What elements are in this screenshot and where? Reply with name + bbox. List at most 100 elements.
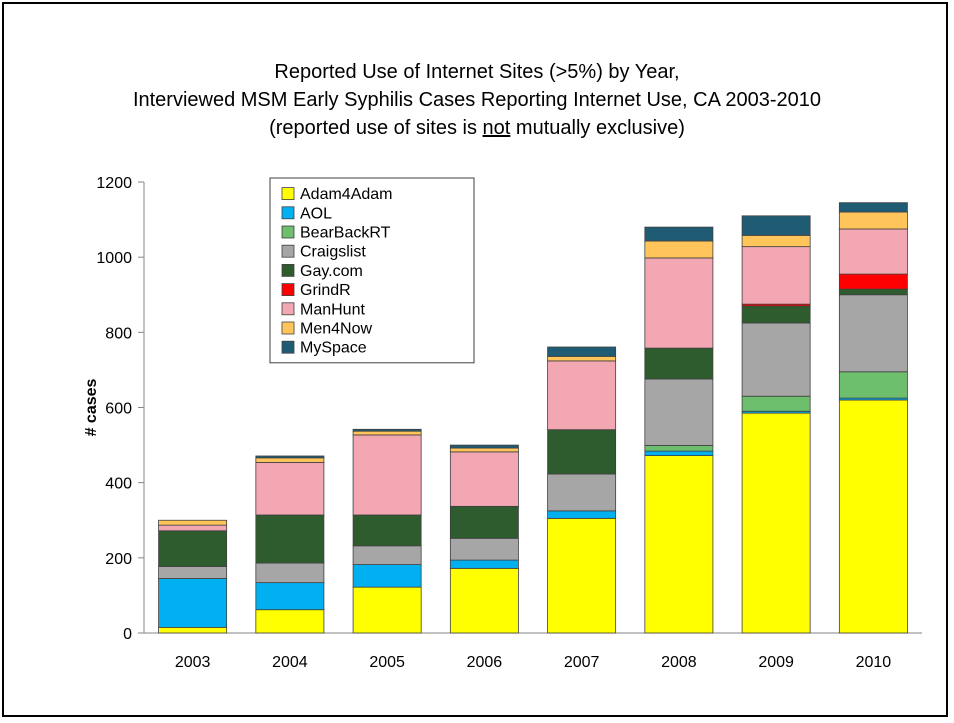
- bar-segment-myspace-2007: [547, 346, 617, 357]
- bar-segment-adam4adam-2008: [644, 455, 714, 634]
- x-tick-label: 2009: [758, 654, 794, 671]
- bar-segment-gay-com-2007: [547, 429, 617, 475]
- bar-segment-craigslist-2006: [449, 537, 519, 561]
- x-tick-label: 2005: [369, 654, 405, 671]
- bar-segment-men4now-2006: [449, 447, 519, 453]
- legend-swatch: [281, 321, 295, 335]
- bar-segment-aol-2005: [352, 564, 422, 588]
- bar-segment-gay-com-2004: [255, 514, 325, 564]
- title-line-3-before: (reported use of sites is: [269, 117, 483, 139]
- legend: Adam4Adam AOL BearBackRT Craigslist Gay.com G…: [269, 177, 475, 364]
- bar-segment-craigslist-2010: [838, 294, 908, 373]
- bar-segment-manhunt-2010: [838, 228, 908, 275]
- title-line-3-underlined: not: [482, 117, 511, 139]
- bar-segment-craigslist-2008: [644, 378, 714, 446]
- bar-segment-bearbackrt-2009: [741, 395, 811, 412]
- bar-segment-gay-com-2009: [741, 305, 811, 324]
- title-line-3-after: mutually exclusive): [510, 117, 685, 139]
- bar-segment-men4now-2009: [741, 234, 811, 248]
- y-axis: 0 200 400 600 800 1000 1200: [96, 175, 145, 643]
- bar-segment-adam4adam-2007: [547, 517, 617, 634]
- x-tick-label: 2008: [661, 654, 697, 671]
- bar-segment-myspace-2005: [352, 428, 422, 432]
- legend-entry: GrindR: [300, 282, 351, 299]
- y-tick-label: 200: [105, 551, 132, 568]
- y-tick-label: 600: [105, 401, 132, 418]
- x-tick-label: 2010: [856, 654, 892, 671]
- bar-segment-craigslist-2007: [547, 473, 617, 512]
- legend-swatch: [281, 302, 295, 316]
- legend-entry: Craigslist: [300, 244, 366, 261]
- bar-segment-myspace-2006: [449, 444, 519, 449]
- y-tick-label: 1200: [96, 175, 132, 192]
- bar-segment-aol-2004: [255, 582, 325, 611]
- bars: [158, 202, 908, 634]
- x-tick-label: 2006: [467, 654, 503, 671]
- bar-segment-craigslist-2009: [741, 322, 811, 397]
- bar-segment-men4now-2005: [352, 430, 422, 436]
- legend-swatch: [281, 340, 295, 354]
- bar-segment-manhunt-2006: [449, 451, 519, 507]
- bar-segment-grindr-2010: [838, 273, 908, 290]
- legend-entry: ManHunt: [300, 301, 365, 318]
- bar-segment-aol-2008: [644, 450, 714, 457]
- bar-segment-manhunt-2009: [741, 246, 811, 305]
- bar-segment-aol-2003: [158, 578, 228, 628]
- y-tick-label: 800: [105, 325, 132, 342]
- legend-entry: Gay.com: [300, 263, 363, 280]
- bar-segment-gay-com-2008: [644, 347, 714, 380]
- x-tick-label: 2004: [272, 654, 308, 671]
- bar-segment-adam4adam-2005: [352, 586, 422, 634]
- bar-segment-craigslist-2005: [352, 545, 422, 565]
- x-axis: 2003 2004 2005 2006 2007 2008 2009 2010: [144, 632, 922, 671]
- legend-swatch: [281, 283, 295, 297]
- bar-segment-myspace-2008: [644, 226, 714, 242]
- bar-segment-gay-com-2010: [838, 288, 908, 296]
- bar-segment-adam4adam-2006: [449, 567, 519, 634]
- bar-segment-manhunt-2008: [644, 257, 714, 349]
- y-tick-label: 0: [123, 626, 132, 643]
- legend-entry: AOL: [300, 205, 332, 222]
- bar-segment-men4now-2008: [644, 240, 714, 259]
- bar-segment-gay-com-2006: [449, 505, 519, 539]
- legend-entry: BearBackRT: [300, 225, 391, 242]
- bar-segment-gay-com-2003: [158, 530, 228, 567]
- bar-segment-men4now-2007: [547, 355, 617, 362]
- bar-segment-myspace-2010: [838, 202, 908, 213]
- bar-segment-manhunt-2007: [547, 360, 617, 431]
- x-tick-label: 2003: [175, 654, 211, 671]
- title-line-3: (reported use of sites is not mutually e…: [0, 114, 954, 142]
- bar-segment-adam4adam-2004: [255, 609, 325, 634]
- legend-box: [269, 177, 475, 364]
- legend-swatch: [281, 263, 295, 277]
- title-line-1: Reported Use of Internet Sites (>5%) by …: [274, 61, 680, 83]
- bar-segment-adam4adam-2009: [741, 412, 811, 634]
- bar-segment-gay-com-2005: [352, 514, 422, 547]
- bar-segment-aol-2006: [449, 559, 519, 569]
- bar-segment-bearbackrt-2008: [644, 445, 714, 452]
- legend-swatch: [281, 187, 295, 201]
- legend-entry: MySpace: [300, 340, 367, 357]
- bar-segment-manhunt-2005: [352, 434, 422, 516]
- legend-entry: Adam4Adam: [300, 186, 393, 203]
- bar-segment-adam4adam-2010: [838, 399, 908, 634]
- legend-swatch: [281, 244, 295, 258]
- bar-segment-aol-2007: [547, 510, 617, 519]
- bar-segment-myspace-2004: [255, 455, 325, 459]
- bar-segment-manhunt-2003: [158, 524, 228, 532]
- chart-title: Reported Use of Internet Sites (>5%) by …: [0, 58, 954, 142]
- bar-segment-manhunt-2004: [255, 461, 325, 516]
- bar-segment-men4now-2004: [255, 457, 325, 463]
- y-tick-label: 400: [105, 476, 132, 493]
- y-axis-label: # cases: [83, 378, 100, 436]
- bar-segment-myspace-2009: [741, 215, 811, 236]
- bar-segment-men4now-2003: [158, 519, 228, 526]
- legend-entry: Men4Now: [300, 321, 372, 338]
- y-tick-label: 1000: [96, 250, 132, 267]
- bar-segment-bearbackrt-2010: [838, 371, 908, 399]
- bar-segment-men4now-2010: [838, 211, 908, 230]
- legend-swatch: [281, 225, 295, 239]
- x-tick-label: 2007: [564, 654, 600, 671]
- bar-segment-craigslist-2004: [255, 562, 325, 584]
